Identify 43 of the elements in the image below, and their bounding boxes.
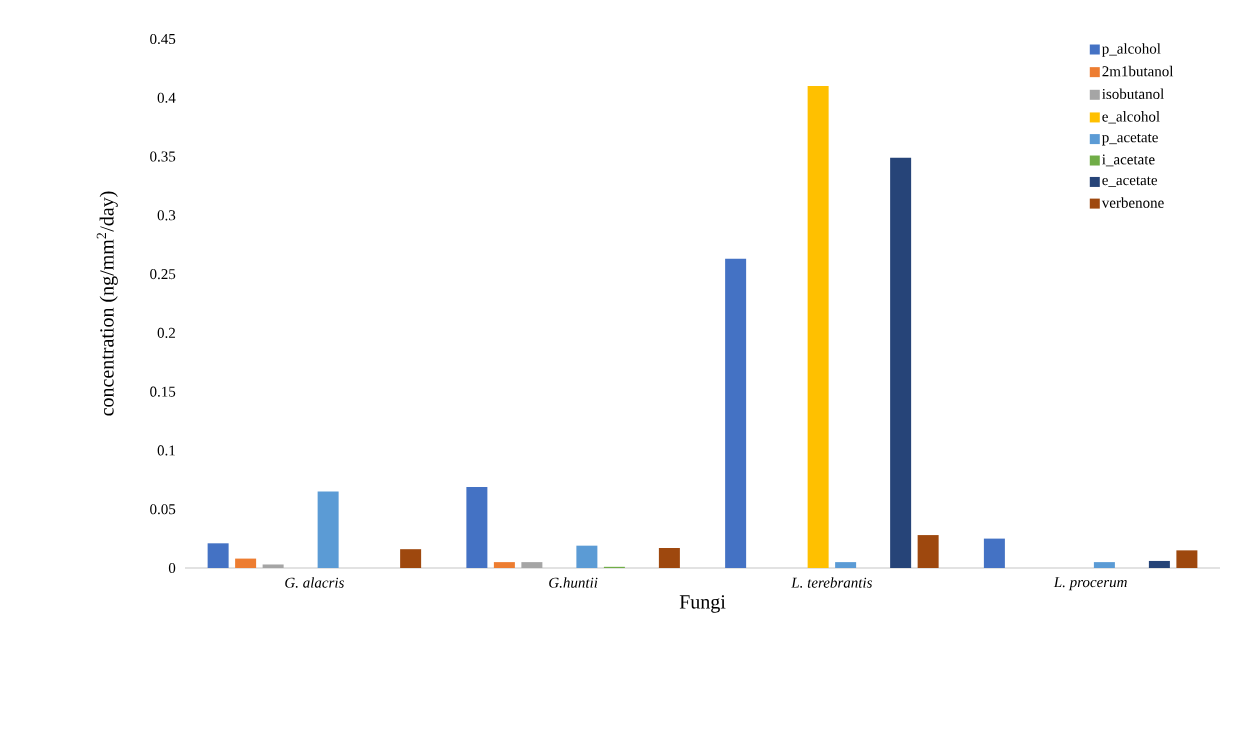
bar [1093, 562, 1115, 568]
legend-label: i_acetate [1102, 154, 1155, 167]
legend-label: isobutanol [1102, 88, 1164, 100]
bar [493, 562, 515, 568]
y-tick-label: 0.4 [157, 92, 176, 103]
x-tick-label: L. terebrantis [791, 577, 872, 588]
y-tick-label: 0.05 [150, 504, 176, 515]
bar [1148, 560, 1170, 568]
legend-label: p_alcohol [1102, 43, 1161, 57]
x-axis-title: Fungi [679, 595, 726, 613]
bar [400, 549, 422, 568]
bar [835, 562, 857, 568]
bar [207, 543, 229, 568]
bar [521, 562, 543, 568]
bar [235, 558, 257, 568]
legend-label: e_acetate [1102, 176, 1158, 187]
y-tick-label: 0.15 [150, 386, 176, 397]
y-tick-label: 0.35 [150, 151, 176, 162]
bar [983, 538, 1005, 568]
y-axis-title: concentration (ng/mm$^{2}$/day) [96, 191, 118, 416]
bar [807, 86, 829, 568]
bar [262, 564, 284, 568]
legend-label: e_alcohol [1102, 111, 1160, 124]
bar [917, 535, 939, 568]
bar [725, 258, 747, 568]
x-tick-label: G.huntii [549, 577, 598, 588]
bar [576, 545, 598, 568]
y-tick-label: 0 [168, 562, 176, 574]
x-tick-label: L. procerum [1053, 577, 1127, 591]
bar [890, 157, 912, 568]
y-tick-label: 0.1 [157, 445, 175, 456]
y-tick-label: 0.45 [150, 33, 176, 45]
legend-label: p_acetate [1102, 133, 1158, 146]
legend-label: verbenone [1101, 197, 1164, 208]
y-tick-label: 0.25 [150, 269, 176, 280]
y-tick-label: 0.3 [157, 210, 176, 221]
y-tick-label: 0.2 [157, 327, 175, 338]
x-tick-label: G. alacris [285, 577, 344, 588]
bar [658, 548, 680, 568]
bar [466, 486, 488, 568]
bar [1176, 550, 1198, 568]
bar [317, 491, 339, 568]
legend-label: 2m1butanol [1102, 65, 1174, 77]
